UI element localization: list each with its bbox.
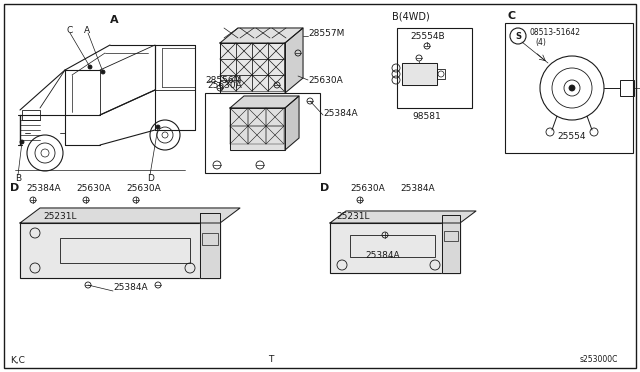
Bar	[202, 233, 218, 245]
Bar	[205, 93, 320, 173]
Text: K,C: K,C	[10, 356, 25, 365]
Polygon shape	[230, 108, 285, 150]
Text: C: C	[66, 26, 72, 35]
Bar	[437, 69, 445, 79]
Bar	[397, 28, 472, 108]
Text: 25231L: 25231L	[43, 212, 77, 221]
Text: 25384A: 25384A	[365, 250, 399, 260]
Bar	[252, 43, 268, 59]
Circle shape	[569, 85, 575, 91]
Bar	[248, 126, 266, 144]
Bar	[442, 215, 460, 273]
Text: 25630A: 25630A	[76, 183, 111, 192]
Polygon shape	[200, 213, 220, 278]
Bar	[236, 43, 252, 59]
Text: 98581: 98581	[412, 112, 441, 121]
Bar	[230, 108, 285, 150]
Polygon shape	[402, 63, 437, 85]
Bar	[620, 80, 634, 96]
Bar	[220, 43, 285, 93]
Text: T: T	[268, 356, 273, 365]
Bar	[268, 75, 284, 91]
Text: 28557M: 28557M	[308, 29, 344, 38]
Text: 25554B: 25554B	[410, 32, 445, 41]
Text: D: D	[10, 183, 19, 193]
Bar	[252, 75, 268, 91]
Bar	[20, 223, 220, 278]
Circle shape	[88, 65, 92, 69]
Text: A: A	[110, 15, 118, 25]
Bar	[268, 43, 284, 59]
Text: C: C	[508, 11, 516, 21]
Bar	[220, 75, 236, 91]
Polygon shape	[230, 96, 299, 108]
Bar	[248, 108, 266, 126]
Text: 08513-51642: 08513-51642	[530, 28, 581, 36]
Text: 25630A: 25630A	[126, 183, 161, 192]
Bar	[266, 108, 284, 126]
Bar	[200, 213, 220, 278]
Polygon shape	[285, 96, 299, 150]
Text: 25384A: 25384A	[400, 183, 435, 192]
Text: 25554: 25554	[557, 131, 586, 141]
Text: s253000C: s253000C	[580, 356, 618, 365]
Bar	[444, 231, 458, 241]
Text: B(4WD): B(4WD)	[392, 11, 429, 21]
Text: S: S	[515, 32, 521, 41]
Bar	[350, 235, 435, 257]
Bar	[230, 108, 248, 126]
Text: 25384A: 25384A	[323, 109, 358, 118]
Text: 25384A: 25384A	[113, 283, 148, 292]
Text: 28556M: 28556M	[205, 76, 241, 84]
Bar	[268, 59, 284, 75]
Bar	[220, 59, 236, 75]
Polygon shape	[220, 43, 285, 93]
Text: 25384A: 25384A	[26, 183, 61, 192]
Bar	[220, 43, 236, 59]
Text: D: D	[147, 173, 154, 183]
Bar	[60, 238, 190, 263]
Polygon shape	[330, 223, 460, 273]
Polygon shape	[20, 223, 220, 278]
Text: 25630A: 25630A	[308, 76, 343, 84]
Bar	[252, 59, 268, 75]
Text: (4): (4)	[535, 38, 546, 46]
Circle shape	[20, 140, 24, 144]
Bar	[236, 75, 252, 91]
Text: D: D	[320, 183, 329, 193]
Circle shape	[101, 70, 105, 74]
Bar	[230, 126, 248, 144]
Polygon shape	[220, 28, 303, 43]
Bar	[266, 126, 284, 144]
Bar	[505, 23, 633, 153]
Polygon shape	[285, 28, 303, 93]
Text: 25630A: 25630A	[350, 183, 385, 192]
Polygon shape	[330, 211, 476, 223]
Bar	[330, 223, 460, 273]
Text: 25231L: 25231L	[336, 212, 369, 221]
Text: B: B	[15, 173, 21, 183]
Text: 25630A: 25630A	[207, 80, 242, 90]
Bar	[22, 110, 40, 120]
Circle shape	[156, 125, 160, 129]
Text: A: A	[84, 26, 90, 35]
Bar	[402, 63, 437, 85]
Polygon shape	[442, 215, 460, 273]
Polygon shape	[20, 208, 240, 223]
Bar	[236, 59, 252, 75]
